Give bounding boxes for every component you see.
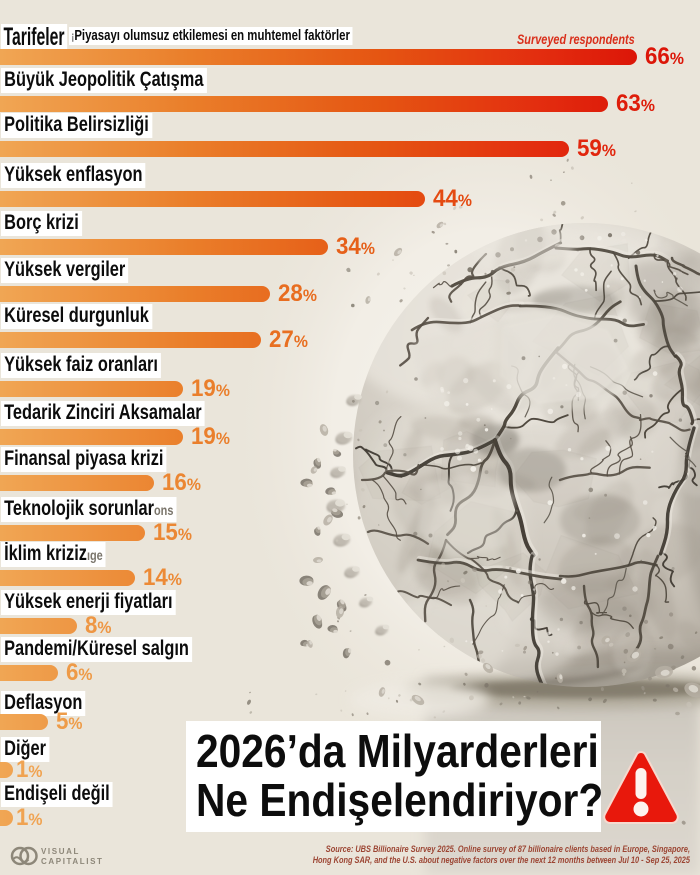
svg-text:VISUAL: VISUAL [41, 847, 80, 856]
svg-text:CAPITALIST: CAPITALIST [41, 857, 104, 866]
